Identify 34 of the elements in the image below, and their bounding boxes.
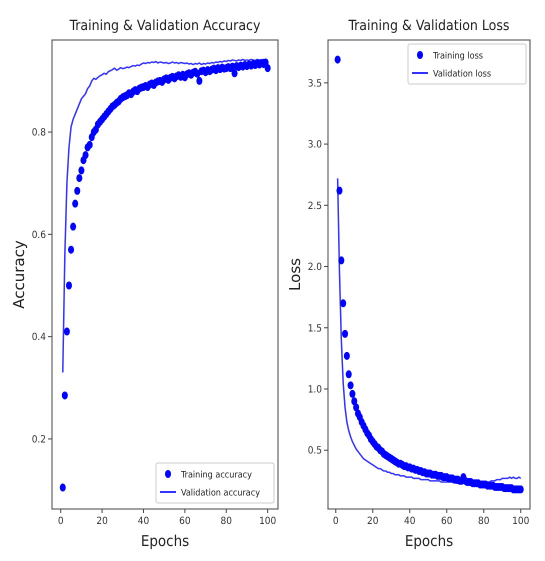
x-tick-label: 80 xyxy=(220,516,232,527)
y-tick-label: 0.5 xyxy=(308,446,322,457)
y-tick-label: 0.2 xyxy=(32,434,46,446)
x-tick-label: 100 xyxy=(259,516,277,527)
y-tick-label: 2.0 xyxy=(308,262,322,274)
x-tick-label: 60 xyxy=(179,516,191,527)
legend-label: Validation loss xyxy=(433,70,492,80)
x-tick-label: 20 xyxy=(96,516,108,527)
y-tick-label: 3.5 xyxy=(308,78,322,90)
y-tick-label: 3.0 xyxy=(308,140,322,151)
legend-label: Validation accuracy xyxy=(181,488,260,498)
x-tick-label: 60 xyxy=(441,516,453,527)
x-tick-label: 0 xyxy=(332,516,339,527)
y-tick-label: 0.4 xyxy=(32,332,46,344)
x-tick-label: 100 xyxy=(512,516,530,527)
y-tick-label: 1.0 xyxy=(308,384,322,396)
x-tick-label: 40 xyxy=(138,516,150,527)
legend-label: Training loss xyxy=(432,52,484,62)
x-axis-title: Epochs xyxy=(140,532,190,550)
x-tick-label: 80 xyxy=(478,516,490,527)
x-tick-label: 40 xyxy=(404,516,416,527)
y-tick-label: 0.8 xyxy=(32,128,46,139)
line-series xyxy=(62,58,268,374)
y-tick-label: 2.5 xyxy=(308,200,322,212)
x-tick-label: 20 xyxy=(367,516,379,527)
y-axis-title: Loss xyxy=(286,258,304,291)
chart-title: Training & Validation Loss xyxy=(348,18,510,34)
x-tick-label: 0 xyxy=(58,516,64,527)
y-tick-label: 1.5 xyxy=(308,323,322,334)
legend-label: Training accuracy xyxy=(180,470,252,480)
chart-title: Training & Validation Accuracy xyxy=(68,18,261,34)
x-axis-title: Epochs xyxy=(404,532,454,550)
y-tick-label: 0.6 xyxy=(32,230,46,241)
y-axis-title: Accuracy xyxy=(10,240,28,309)
